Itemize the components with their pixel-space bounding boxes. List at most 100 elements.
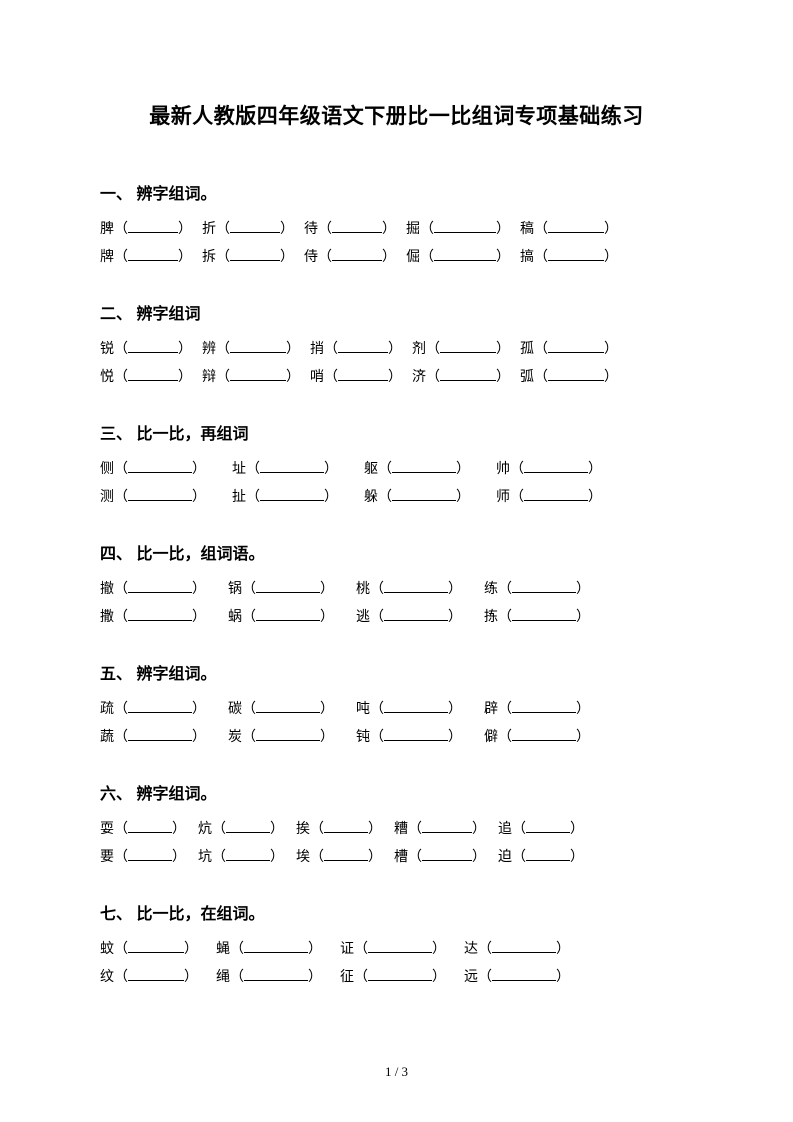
close-paren: ） [382,216,396,244]
answer-blank[interactable] [384,576,448,593]
close-paren: ） [324,456,338,484]
open-paren: （ [498,696,512,724]
answer-blank[interactable] [384,604,448,621]
answer-blank[interactable] [440,364,496,381]
answer-blank[interactable] [392,484,456,501]
answer-blank[interactable] [548,216,604,233]
answer-blank[interactable] [492,936,556,953]
open-paren: （ [114,724,128,752]
answer-blank[interactable] [548,336,604,353]
answer-blank[interactable] [524,456,588,473]
answer-blank[interactable] [324,816,368,833]
character: 牌 [100,244,114,272]
section-heading: 四、 比一比，组词语。 [100,540,693,564]
character: 址 [232,456,246,484]
answer-blank[interactable] [440,336,496,353]
answer-blank[interactable] [392,456,456,473]
open-paren: （ [354,964,368,992]
answer-blank[interactable] [230,216,280,233]
open-paren: （ [212,844,226,872]
answer-blank[interactable] [244,936,308,953]
answer-blank[interactable] [256,696,320,713]
answer-blank[interactable] [230,336,286,353]
answer-blank[interactable] [332,216,382,233]
answer-blank[interactable] [244,964,308,981]
answer-blank[interactable] [128,816,172,833]
close-paren: ） [496,216,510,244]
character: 撒 [100,604,114,632]
char-blank-cell: 达（） [464,936,570,964]
answer-blank[interactable] [368,964,432,981]
answer-blank[interactable] [128,456,192,473]
answer-blank[interactable] [434,244,496,261]
answer-blank[interactable] [524,484,588,501]
open-paren: （ [216,336,230,364]
close-paren: ） [192,456,206,484]
answer-blank[interactable] [512,604,576,621]
answer-blank[interactable] [128,336,178,353]
answer-blank[interactable] [332,244,382,261]
answer-blank[interactable] [512,724,576,741]
section-2: 二、 辨字组词锐（）辨（）捎（）剂（）孤（）悦（）辩（）哨（）济（）弧（） [100,300,693,392]
answer-blank[interactable] [230,364,286,381]
answer-blank[interactable] [256,724,320,741]
answer-blank[interactable] [128,936,184,953]
close-paren: ） [472,844,486,872]
answer-blank[interactable] [492,964,556,981]
answer-blank[interactable] [384,724,448,741]
answer-blank[interactable] [230,244,280,261]
answer-blank[interactable] [128,964,184,981]
char-blank-cell: 辩（） [202,364,300,392]
char-blank-cell: 待（） [304,216,396,244]
answer-blank[interactable] [260,484,324,501]
answer-blank[interactable] [226,844,270,861]
answer-blank[interactable] [512,696,576,713]
close-paren: ） [576,576,590,604]
answer-blank[interactable] [128,724,192,741]
exercise-row: 要（）坑（）埃（）槽（）迫（） [100,844,693,872]
answer-blank[interactable] [256,576,320,593]
exercise-row: 测（）扯（）躲（）师（） [100,484,693,512]
answer-blank[interactable] [548,244,604,261]
character: 剂 [412,336,426,364]
answer-blank[interactable] [128,364,178,381]
close-paren: ） [604,244,618,272]
close-paren: ） [308,964,322,992]
answer-blank[interactable] [422,844,472,861]
answer-blank[interactable] [338,336,388,353]
answer-blank[interactable] [526,816,570,833]
answer-blank[interactable] [324,844,368,861]
char-blank-cell: 剂（） [412,336,510,364]
answer-blank[interactable] [368,936,432,953]
answer-blank[interactable] [384,696,448,713]
answer-blank[interactable] [526,844,570,861]
answer-blank[interactable] [422,816,472,833]
char-blank-cell: 侧（） [100,456,206,484]
open-paren: （ [426,336,440,364]
answer-blank[interactable] [256,604,320,621]
open-paren: （ [216,216,230,244]
answer-blank[interactable] [548,364,604,381]
close-paren: ） [320,724,334,752]
open-paren: （ [512,844,526,872]
character: 倔 [406,244,420,272]
answer-blank[interactable] [128,244,178,261]
answer-blank[interactable] [260,456,324,473]
close-paren: ） [570,816,584,844]
answer-blank[interactable] [512,576,576,593]
answer-blank[interactable] [226,816,270,833]
answer-blank[interactable] [338,364,388,381]
close-paren: ） [280,244,294,272]
answer-blank[interactable] [128,484,192,501]
answer-blank[interactable] [434,216,496,233]
close-paren: ） [604,364,618,392]
character: 达 [464,936,478,964]
answer-blank[interactable] [128,576,192,593]
open-paren: （ [114,456,128,484]
answer-blank[interactable] [128,604,192,621]
answer-blank[interactable] [128,216,178,233]
close-paren: ） [382,244,396,272]
answer-blank[interactable] [128,844,172,861]
answer-blank[interactable] [128,696,192,713]
char-blank-cell: 绳（） [216,964,322,992]
